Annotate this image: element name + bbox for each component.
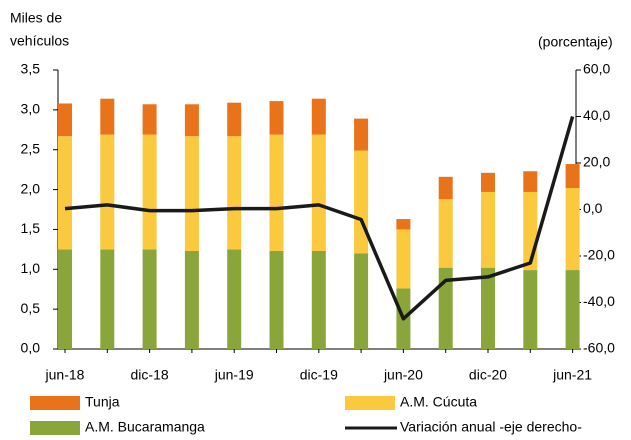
y-tick-label: 3,5 — [21, 61, 41, 77]
bar — [311, 250, 326, 349]
bar — [565, 164, 580, 188]
x-tick-label: jun-18 — [45, 367, 85, 383]
y2-tick-label: -60,0 — [583, 340, 615, 356]
bar — [354, 253, 369, 349]
y2-tick-label: 40,0 — [583, 107, 610, 123]
y2-axis-label: (porcentaje) — [538, 34, 613, 50]
bar — [142, 134, 157, 250]
bar — [354, 150, 369, 254]
legend-label: A.M. Bucaramanga — [85, 419, 205, 435]
bar — [100, 98, 115, 135]
y-tick-label: 3,0 — [21, 101, 41, 117]
y2-tick-label: -20,0 — [583, 247, 615, 263]
bar — [311, 98, 326, 135]
bar — [227, 136, 242, 250]
bar — [227, 102, 242, 137]
y-axis-label: Miles de — [10, 10, 62, 26]
y-axis-label: vehículos — [10, 33, 69, 49]
bar — [269, 250, 284, 349]
bar — [354, 118, 369, 151]
bar — [481, 267, 495, 349]
bar — [58, 136, 72, 250]
bar — [100, 249, 115, 349]
bar — [269, 101, 284, 135]
bar — [396, 219, 411, 230]
y2-tick-label: 60,0 — [583, 61, 610, 77]
bar — [58, 103, 72, 137]
legend-label: Variación anual -eje derecho- — [400, 419, 582, 435]
bar — [184, 104, 199, 137]
x-tick-label: jun-20 — [383, 367, 423, 383]
bar — [311, 134, 326, 251]
legend-label: Tunja — [85, 394, 120, 410]
bar — [269, 134, 284, 251]
x-tick-label: dic-18 — [131, 367, 169, 383]
bar — [184, 250, 199, 349]
bar — [396, 229, 411, 289]
legend-swatch — [30, 421, 80, 435]
y2-tick-label: 0,0 — [583, 200, 603, 216]
bar — [438, 267, 453, 349]
x-tick-label: jun-19 — [214, 367, 254, 383]
bar — [481, 172, 495, 192]
bar — [438, 199, 453, 268]
line — [64, 116, 575, 321]
legend-label: A.M. Cúcuta — [400, 394, 477, 410]
bar — [184, 136, 199, 251]
bar — [565, 187, 580, 271]
x-tick-label: dic-20 — [469, 367, 507, 383]
bar — [58, 249, 72, 349]
y-tick-label: 1,0 — [21, 260, 41, 276]
bar — [523, 270, 538, 349]
bar — [100, 134, 115, 250]
x-tick-label: dic-19 — [300, 367, 338, 383]
bar — [227, 249, 242, 349]
bar — [523, 171, 538, 192]
y-tick-label: 1,5 — [21, 220, 41, 236]
legend-swatch — [345, 396, 395, 410]
y-tick-label: 2,5 — [21, 140, 41, 156]
y2-tick-label: -40,0 — [583, 293, 615, 309]
bar — [438, 176, 453, 200]
y-tick-label: 0,0 — [21, 340, 41, 356]
y-tick-label: 0,5 — [21, 300, 41, 316]
bar — [142, 249, 157, 349]
bar — [565, 270, 580, 349]
bar — [481, 191, 495, 268]
y2-tick-label: 20,0 — [583, 154, 610, 170]
x-tick-label: jun-21 — [552, 367, 592, 383]
y-tick-label: 2,0 — [21, 180, 41, 196]
legend-swatch — [30, 396, 80, 410]
bar — [142, 104, 157, 135]
